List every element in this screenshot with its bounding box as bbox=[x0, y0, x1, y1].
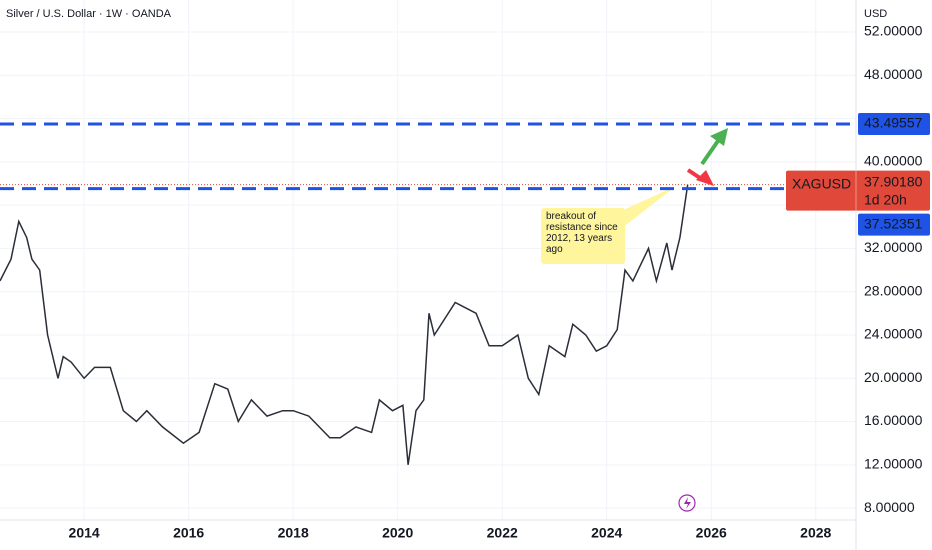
level-label-box bbox=[858, 213, 930, 236]
y-tick-label: 28.00000 bbox=[864, 282, 923, 298]
x-tick-label: 2026 bbox=[696, 525, 727, 541]
y-tick-label: 48.00000 bbox=[864, 66, 923, 82]
x-tick-label: 2020 bbox=[382, 525, 413, 541]
down-arrow-head bbox=[696, 170, 714, 186]
x-tick-label: 2024 bbox=[591, 525, 622, 541]
countdown: 1d 20h bbox=[864, 191, 907, 207]
x-tick-label: 2016 bbox=[173, 525, 204, 541]
up-arrow bbox=[700, 136, 722, 166]
y-tick-label: 20.00000 bbox=[864, 369, 923, 385]
currency: USD bbox=[864, 8, 887, 20]
down-arrow bbox=[686, 168, 702, 180]
price-line bbox=[0, 184, 689, 465]
y-tick-label: 32.00000 bbox=[864, 239, 923, 255]
x-tick-label: 2028 bbox=[800, 525, 831, 541]
x-tick-label: 2014 bbox=[69, 525, 100, 541]
y-tick-label: 40.00000 bbox=[864, 153, 923, 169]
callout-text: breakout of resistance since 2012, 13 ye… bbox=[546, 211, 618, 255]
y-tick-label: 52.00000 bbox=[864, 23, 923, 39]
y-tick-label: 24.00000 bbox=[864, 326, 923, 342]
price-label-box bbox=[786, 170, 930, 211]
chart-title: Silver / U.S. Dollar · 1W · OANDA bbox=[6, 8, 172, 20]
event-icon bbox=[678, 494, 696, 512]
symbol-label: XAGUSD bbox=[792, 175, 851, 191]
callout-body: breakout of resistance since 2012, 13 ye… bbox=[546, 211, 618, 255]
up-arrow-head bbox=[710, 128, 728, 146]
x-tick-label: 2018 bbox=[278, 525, 309, 541]
level-label: 37.52351 bbox=[864, 215, 923, 231]
y-tick-label: 16.00000 bbox=[864, 412, 923, 428]
y-tick-label: 12.00000 bbox=[864, 456, 923, 472]
price-label: 37.90180 bbox=[864, 173, 923, 189]
x-tick-label: 2022 bbox=[487, 525, 518, 541]
event-icon-bolt bbox=[684, 497, 691, 509]
callout-pointer bbox=[612, 186, 676, 228]
y-tick-label: 8.00000 bbox=[864, 499, 915, 515]
level-label-box bbox=[858, 113, 930, 136]
level-label: 43.49557 bbox=[864, 115, 923, 131]
callout bbox=[541, 208, 625, 264]
